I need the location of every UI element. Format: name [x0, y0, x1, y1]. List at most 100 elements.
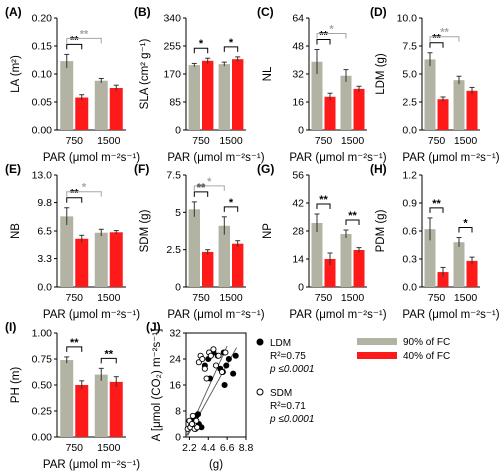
x-tick-label: 1500 — [341, 292, 365, 304]
significance-label: * — [82, 182, 87, 194]
bar — [75, 385, 89, 437]
bar — [466, 260, 478, 287]
treatment-legend: 90% of FC 40% of FC — [357, 337, 450, 362]
panel-j: (J) 0 8 16 24 32 2.2 4.4 6.6 8.8 A [μmol (CO₂) m⁻²… — [146, 320, 253, 471]
bar — [353, 250, 365, 287]
y-tick-label: 0.0 — [37, 282, 52, 294]
y-tick-label: 0.00 — [32, 432, 53, 444]
y-tick-label: 24 — [169, 354, 181, 366]
y-tick-label: 0.0 — [402, 282, 417, 294]
significance-bracket — [66, 37, 102, 44]
y-axis-label: LDM (g) — [375, 53, 387, 95]
y-tick-label: 64 — [292, 13, 304, 25]
y-axis-label: PDM (g) — [375, 209, 387, 252]
significance-bracket — [100, 357, 117, 364]
x-axis-label: PAR (μmol m⁻²s⁻¹) — [402, 309, 499, 321]
y-axis-label: SDM (g) — [139, 209, 151, 252]
scatter-point — [218, 368, 226, 376]
y-axis-label: NL — [262, 66, 274, 81]
x-tick-label: 750 — [315, 135, 333, 147]
bar — [75, 97, 89, 130]
scatter-point — [230, 370, 237, 377]
y-tick-label: 1.2 — [402, 170, 417, 182]
panel-d: (D) 0.0 2.5 5.0 7.5 10.0 LDM (g) 750 1500 PAR (μm… — [370, 5, 500, 164]
significance-label: ** — [70, 188, 79, 200]
significance-label: * — [199, 38, 204, 50]
legend-marker — [256, 338, 264, 346]
x-axis-label: PAR (μmol m⁻²s⁻¹) — [43, 152, 140, 164]
y-tick-label: 5 — [175, 207, 181, 219]
y-tick-label: 48 — [292, 41, 304, 53]
y-tick-label: 170 — [163, 69, 181, 81]
y-axis-label: NB — [10, 223, 22, 239]
panel-title: (F) — [134, 162, 149, 176]
y-tick-label: 5.0 — [402, 69, 417, 81]
y-tick-label: 0.9 — [402, 198, 417, 210]
significance-label: ** — [348, 210, 357, 222]
significance-label: ** — [80, 28, 89, 40]
scatter-point — [215, 352, 222, 359]
scatter-point — [223, 362, 230, 369]
significance-bracket — [193, 191, 209, 197]
y-tick-label: 0.00 — [32, 125, 53, 137]
legend-p: p ≤0.0001 — [269, 414, 314, 425]
bar — [453, 242, 465, 287]
y-tick-label: 56 — [292, 170, 304, 182]
scatter-point — [210, 346, 217, 353]
x-tick-label: 750 — [428, 292, 446, 304]
x-axis-label: (g) — [209, 459, 223, 471]
panel-title: (D) — [370, 5, 387, 19]
bar — [218, 225, 230, 287]
legend-swatch — [357, 352, 397, 359]
bar — [424, 229, 436, 287]
y-tick-label: 0 — [175, 432, 181, 444]
y-tick-label: 85 — [169, 97, 181, 109]
y-tick-label: 7.5 — [402, 41, 417, 53]
x-tick-label: 1500 — [454, 292, 478, 304]
bar — [218, 64, 230, 130]
panel-title: (G) — [257, 162, 274, 176]
x-tick-label: 1500 — [454, 135, 478, 147]
panel-e: (E) 0.0 3.3 6.5 9.8 13.0 NB 750 1500 PAR (μmol m⁻… — [5, 162, 140, 321]
y-tick-label: 340 — [163, 13, 181, 25]
significance-bracket — [223, 206, 239, 212]
scatter-point — [189, 412, 196, 419]
significance-bracket — [316, 33, 347, 39]
y-tick-label: 28 — [292, 226, 304, 238]
significance-label: ** — [104, 348, 113, 360]
x-tick-label: 1500 — [97, 442, 121, 454]
panel-g: (G) 0 14 28 42 56 NP 750 1500 PAR (μmol m⁻²s⁻¹) **… — [257, 162, 387, 321]
scatter-point — [207, 352, 214, 359]
bar — [188, 209, 200, 287]
y-axis-label: SLA (cm² g⁻¹) — [139, 39, 151, 110]
bar — [353, 88, 365, 130]
significance-bracket — [316, 39, 331, 45]
significance-label: * — [329, 24, 334, 36]
y-tick-label: 0.0 — [402, 125, 417, 137]
x-tick-label: 750 — [65, 135, 83, 147]
bar — [94, 232, 108, 287]
scatter-point — [221, 381, 228, 389]
y-axis-label: A [μmol (CO₂) m⁻²s⁻¹] — [151, 329, 163, 442]
significance-label: ** — [432, 33, 441, 45]
bar — [311, 61, 323, 130]
x-axis-label: PAR (μmol m⁻²s⁻¹) — [167, 152, 264, 164]
y-tick-label: 0.20 — [32, 13, 53, 25]
bar — [188, 65, 200, 130]
y-tick-label: 6.5 — [37, 226, 52, 238]
x-tick-label: 750 — [192, 292, 210, 304]
x-axis-label: PAR (μmol m⁻²s⁻¹) — [43, 309, 140, 321]
scatter-point — [201, 365, 208, 372]
scatter-point — [203, 375, 210, 382]
scatter-point — [212, 362, 220, 369]
significance-label: ** — [197, 182, 206, 194]
legend-r2: R²=0.75 — [270, 351, 306, 362]
y-tick-label: 0.6 — [402, 226, 417, 238]
bar — [232, 243, 244, 287]
y-tick-label: 16 — [292, 97, 304, 109]
x-axis-label: PAR (μmol m⁻²s⁻¹) — [289, 152, 386, 164]
x-tick-label: 750 — [315, 292, 333, 304]
y-tick-label: 32 — [169, 328, 181, 340]
panel-title: (I) — [5, 320, 16, 334]
bar — [109, 232, 123, 287]
